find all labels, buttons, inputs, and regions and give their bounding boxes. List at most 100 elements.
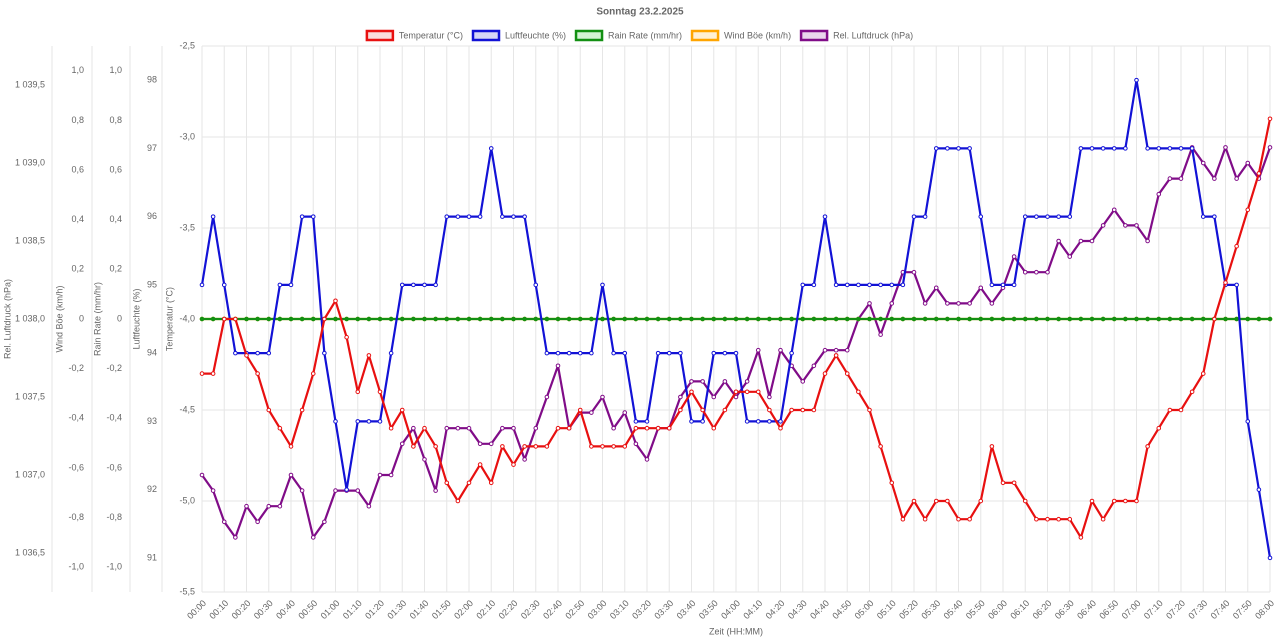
data-point: [500, 444, 505, 449]
x-tick-label: 03:00: [586, 598, 609, 621]
data-point: [466, 214, 472, 219]
x-tick-label: 05:00: [853, 598, 876, 621]
data-point: [577, 350, 583, 356]
data-point: [444, 316, 450, 322]
x-tick-label: 03:40: [675, 598, 698, 621]
x-tick-label: 01:50: [430, 598, 453, 621]
data-point: [477, 316, 483, 322]
data-point: [477, 441, 483, 447]
data-point: [411, 282, 416, 288]
data-point: [299, 214, 305, 219]
data-point: [689, 389, 694, 395]
data-point: [355, 419, 361, 424]
x-tick-label: 01:20: [363, 598, 386, 621]
data-point: [1123, 498, 1128, 504]
legend-swatch: [799, 29, 829, 42]
y3-tick-label: 0: [117, 313, 122, 323]
data-point: [210, 488, 216, 493]
data-point: [744, 419, 750, 424]
data-point: [778, 419, 783, 424]
data-point: [355, 389, 361, 395]
data-point: [377, 389, 383, 395]
y4-tick-label: -0,2: [68, 363, 84, 373]
y2-axis-title: Luftfeuchte (%): [131, 288, 141, 349]
data-point: [800, 316, 806, 322]
data-point: [199, 316, 205, 322]
y5-tick-label: 1 036,5: [15, 547, 45, 557]
data-point: [755, 389, 761, 395]
data-point: [377, 419, 383, 424]
data-point: [244, 316, 249, 322]
data-point: [1145, 444, 1150, 449]
legend-item: Luftfeuchte (%): [471, 29, 566, 42]
data-point: [1189, 316, 1195, 322]
data-point: [1223, 280, 1228, 285]
data-point: [1089, 146, 1095, 151]
data-point: [933, 498, 939, 504]
data-point: [778, 316, 783, 322]
x-tick-label: 07:10: [1142, 598, 1165, 621]
x-tick-label: 04:40: [808, 598, 831, 621]
x-tick-label: 08:00: [1253, 598, 1276, 621]
data-point: [733, 316, 739, 322]
y4-tick-label: 0,4: [71, 214, 84, 224]
data-point: [811, 407, 817, 413]
data-point: [366, 316, 372, 322]
y-tick-label: -4,5: [179, 404, 195, 414]
data-point: [800, 282, 806, 288]
data-point: [722, 379, 728, 384]
x-tick-label: 01:40: [408, 598, 431, 621]
data-point: [444, 425, 450, 431]
data-point: [889, 301, 895, 306]
data-point: [945, 301, 950, 306]
data-point: [1212, 214, 1217, 219]
data-point: [344, 487, 349, 492]
x-tick-label: 01:30: [385, 598, 408, 621]
data-point: [544, 350, 550, 356]
data-point: [1212, 176, 1217, 181]
data-point: [1034, 269, 1039, 275]
data-point: [1123, 223, 1128, 228]
data-point: [633, 441, 639, 447]
y-tick-label: -2,5: [179, 40, 195, 50]
data-point: [800, 407, 806, 413]
data-point: [844, 282, 850, 288]
y4-tick-label: 1,0: [71, 65, 84, 75]
data-point: [355, 488, 361, 493]
data-point: [956, 316, 961, 322]
data-point: [633, 316, 639, 322]
data-point: [1245, 316, 1251, 322]
data-point: [1256, 487, 1262, 492]
data-point: [900, 516, 906, 522]
data-point: [1267, 316, 1273, 322]
data-point: [488, 441, 494, 447]
data-point: [1111, 316, 1117, 322]
data-point: [466, 480, 472, 486]
data-point: [299, 407, 305, 413]
x-axis-title: Zeit (HH:MM): [709, 626, 763, 636]
data-point: [911, 214, 917, 219]
data-point: [822, 214, 828, 219]
data-point: [1011, 282, 1017, 288]
data-point: [433, 444, 438, 449]
data-point: [221, 519, 227, 525]
data-point: [833, 316, 839, 322]
data-point: [722, 316, 728, 322]
data-point: [1178, 146, 1184, 151]
data-point: [566, 425, 572, 431]
data-point: [811, 316, 817, 322]
data-point: [678, 316, 683, 322]
data-point: [1056, 238, 1061, 244]
data-point: [288, 472, 294, 478]
data-point: [455, 425, 461, 431]
data-point: [956, 301, 961, 306]
data-point: [577, 407, 583, 413]
data-point: [711, 394, 717, 400]
x-tick-label: 05:50: [964, 598, 987, 621]
data-point: [1189, 389, 1195, 395]
data-point: [288, 316, 294, 322]
data-point: [1078, 535, 1084, 540]
data-point: [422, 457, 427, 462]
data-point: [388, 350, 394, 356]
